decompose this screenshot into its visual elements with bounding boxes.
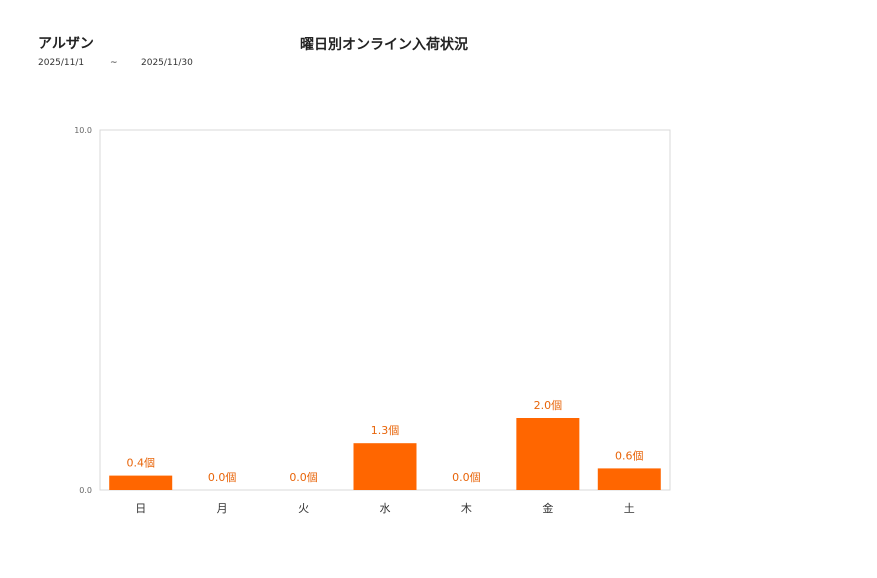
data-label: 1.3個 <box>371 424 400 437</box>
bar <box>109 475 173 490</box>
x-tick-label: 金 <box>542 501 553 515</box>
y-tick-label: 0.0 <box>79 486 92 495</box>
x-tick-label: 水 <box>380 502 391 515</box>
x-tick-label: 月 <box>217 502 228 515</box>
data-label: 0.6個 <box>615 449 644 462</box>
date-from: 2025/11/1 <box>38 58 85 68</box>
data-label: 0.4個 <box>126 457 155 470</box>
data-label: 0.0個 <box>452 471 481 484</box>
x-tick-label: 火 <box>298 502 309 515</box>
brand-name: アルザン <box>38 36 94 52</box>
y-tick-label: 10.0 <box>74 126 92 135</box>
x-tick-label: 土 <box>624 502 635 515</box>
x-tick-label: 木 <box>461 502 472 515</box>
bar <box>516 418 580 490</box>
x-tick-label: 日 <box>135 502 146 515</box>
data-label: 0.0個 <box>289 471 318 484</box>
date-separator: ~ <box>110 58 118 68</box>
bar <box>353 443 417 490</box>
chart-title: 曜日別オンライン入荷状況 <box>300 37 468 53</box>
date-to: 2025/11/30 <box>141 58 193 68</box>
bar <box>597 468 661 490</box>
data-label: 2.0個 <box>534 399 563 412</box>
data-label: 0.0個 <box>208 471 237 484</box>
